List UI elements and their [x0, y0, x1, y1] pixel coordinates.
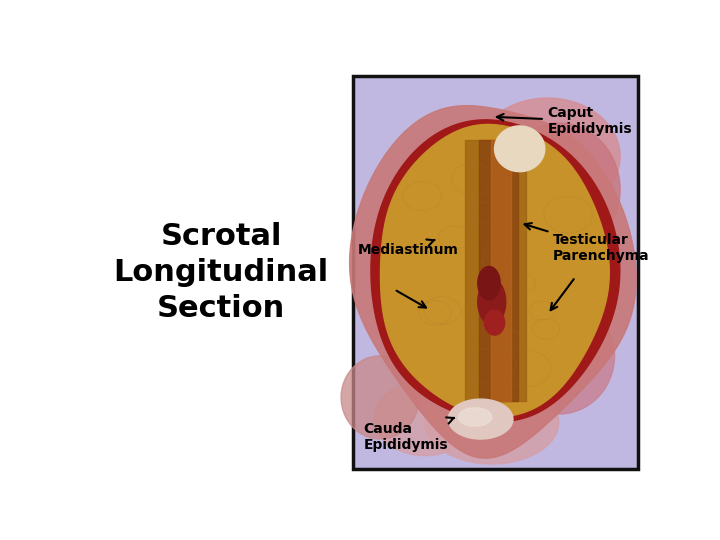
Text: Cauda
Epididymis: Cauda Epididymis	[364, 417, 454, 452]
Polygon shape	[459, 408, 492, 426]
Polygon shape	[478, 279, 505, 325]
Polygon shape	[449, 399, 513, 439]
Polygon shape	[350, 106, 636, 458]
Polygon shape	[371, 120, 620, 421]
Bar	[354, 77, 638, 469]
Polygon shape	[495, 126, 545, 172]
Polygon shape	[491, 140, 511, 401]
Polygon shape	[465, 140, 526, 401]
Polygon shape	[341, 356, 419, 439]
Polygon shape	[380, 124, 609, 417]
Text: Mediastinum: Mediastinum	[358, 239, 459, 257]
Polygon shape	[498, 123, 620, 256]
Polygon shape	[526, 181, 615, 364]
Polygon shape	[475, 98, 620, 214]
Polygon shape	[503, 298, 615, 414]
Polygon shape	[374, 381, 475, 456]
Text: Testicular
Parenchyma: Testicular Parenchyma	[525, 223, 649, 263]
Polygon shape	[425, 381, 559, 464]
Polygon shape	[478, 266, 500, 300]
Text: Scrotal
Longitudinal
Section: Scrotal Longitudinal Section	[114, 222, 329, 323]
Polygon shape	[485, 310, 505, 335]
Polygon shape	[479, 140, 518, 401]
Text: Caput
Epididymis: Caput Epididymis	[497, 106, 632, 136]
